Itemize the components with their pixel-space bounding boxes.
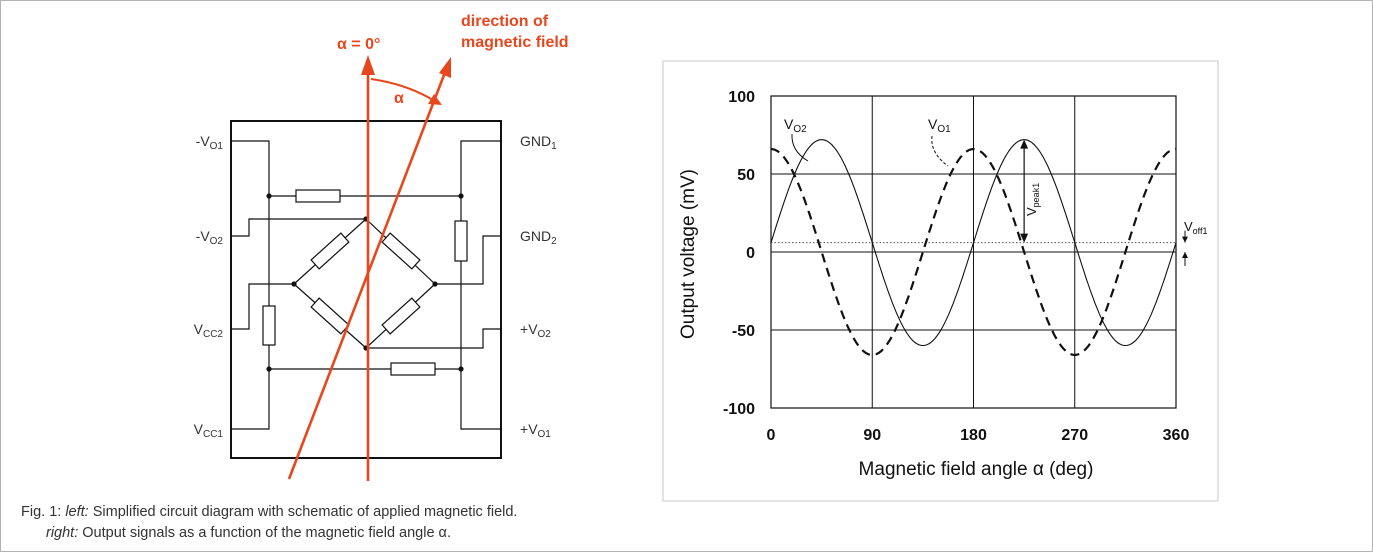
ic-package-outline: [230, 120, 502, 459]
junction-dot: [458, 366, 464, 372]
vo1-leader: [931, 135, 949, 167]
wire-vcc2: [231, 283, 294, 330]
bridge-resistor-tr: [381, 232, 421, 270]
pin-label-plus-vo2: +VO2: [520, 321, 551, 340]
bridge-resistor-br: [381, 297, 421, 335]
field-direction-label-line2: magnetic field: [461, 34, 569, 51]
chart-annotation-arrows: [1020, 139, 1188, 266]
circuit-diagram: -VO1 -VO2 VCC2 VCC1 GND1 GND2 +VO2 +VO1 …: [194, 13, 569, 481]
y-axis-title: Output voltage (mV): [678, 169, 699, 339]
vo2-leader: [791, 133, 809, 162]
resistor-top: [295, 189, 341, 203]
caption-left-text: Simplified circuit diagram with schemati…: [88, 504, 518, 520]
chart-grid: [770, 95, 1177, 409]
series-v-o1: [770, 147, 1177, 357]
magnetic-field-overlay: [287, 55, 451, 481]
junction-dot: [432, 281, 438, 287]
junction-dot: [291, 281, 297, 287]
x-axis-title: Magnetic field angle α (deg): [859, 459, 1094, 480]
junction-dots: [266, 193, 464, 372]
pin-label-minus-vo2: -VO2: [196, 228, 224, 247]
wire-vcc1: [231, 369, 270, 430]
vo1-annotation: VO1: [928, 116, 951, 135]
pin-label-gnd2: GND2: [520, 228, 557, 247]
caption-prefix: Fig. 1:: [21, 504, 66, 520]
y-tick-label: -50: [732, 323, 755, 340]
field-direction-label-line1: direction of: [461, 13, 549, 30]
y-tick-label: 0: [746, 245, 755, 262]
resistors: [262, 189, 468, 376]
voff-arrowhead-bottom: [1182, 252, 1188, 258]
chart-series: [770, 139, 1177, 357]
angle-alpha-label: α: [394, 90, 404, 107]
vo2-annotation: VO2: [784, 116, 807, 135]
chart-ticks: 0 90 180 270 360 100 50 0 -50 -100: [723, 89, 1189, 444]
resistor-bottom: [390, 362, 436, 376]
series-v-o2: [770, 139, 1177, 347]
pin-label-plus-vo1: +VO1: [520, 421, 551, 440]
junction-dot: [266, 193, 272, 199]
y-tick-label: 100: [728, 89, 755, 106]
wire-gnd2: [435, 235, 501, 285]
pin-label-vcc1: VCC1: [194, 421, 224, 440]
y-tick-label: -100: [723, 401, 755, 418]
junction-dot: [266, 366, 272, 372]
x-tick-label: 0: [767, 427, 776, 444]
caption-line-right: right: Output signals as a function of t…: [21, 523, 517, 544]
zero-angle-label: α = 0°: [337, 36, 380, 53]
wire-gnd1: [460, 140, 501, 196]
wire-plus-vo2: [366, 328, 501, 349]
circuit-wires: [231, 140, 501, 430]
pin-label-gnd1: GND1: [520, 133, 557, 152]
x-tick-label: 180: [960, 427, 987, 444]
resistor-right: [454, 220, 468, 262]
figure-caption: Fig. 1: left: Simplified circuit diagram…: [21, 502, 517, 544]
vpeak-arrowhead-top: [1020, 139, 1029, 149]
pin-label-minus-vo1: -VO1: [196, 133, 224, 152]
pin-label-vcc2: VCC2: [194, 321, 224, 340]
chart-frame: [662, 60, 1219, 502]
caption-right-text: Output signals as a function of the magn…: [78, 525, 451, 541]
x-tick-label: 270: [1061, 427, 1088, 444]
wire-minus-vo1: [231, 140, 270, 196]
junction-dot: [458, 193, 464, 199]
vpeak-arrowhead-bottom: [1020, 233, 1029, 243]
voff-annotation: Voff1: [1184, 219, 1208, 236]
wire-plus-vo1: [460, 369, 501, 430]
angle-arc-arrowhead: [428, 94, 442, 105]
x-tick-label: 90: [863, 427, 881, 444]
pin-labels: -VO1 -VO2 VCC2 VCC1 GND1 GND2 +VO2 +VO1: [194, 133, 557, 440]
zero-angle-arrowhead: [361, 55, 375, 75]
caption-right-tag: right:: [46, 525, 79, 541]
angle-arc: [370, 78, 434, 101]
output-voltage-chart: 0 90 180 270 360 100 50 0 -50 -100 Magnetic field…: [662, 60, 1219, 502]
vpeak-annotation: Vpeak1: [1024, 183, 1041, 216]
wire-minus-vo2: [231, 218, 366, 237]
bridge-resistor-bl: [310, 297, 350, 335]
field-direction-arrowhead: [439, 57, 451, 78]
y-tick-label: 50: [737, 167, 755, 184]
caption-line-left: Fig. 1: left: Simplified circuit diagram…: [21, 502, 517, 523]
bridge-resistor-tl: [310, 232, 350, 270]
x-tick-label: 360: [1163, 427, 1190, 444]
caption-left-tag: left:: [65, 504, 89, 520]
field-direction-line: [287, 74, 446, 480]
voff-arrowhead-top: [1182, 236, 1188, 243]
resistor-left: [262, 305, 276, 346]
